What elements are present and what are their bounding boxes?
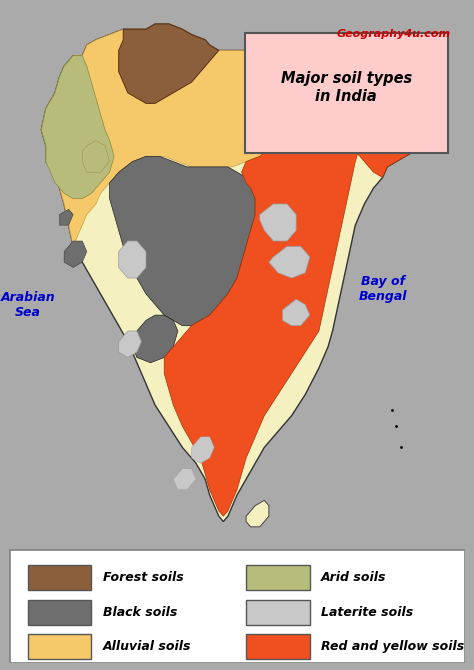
Bar [246,565,310,590]
Polygon shape [118,331,141,358]
Polygon shape [260,204,296,241]
Polygon shape [60,209,73,225]
Text: Forest soils: Forest soils [103,572,183,584]
Bar [27,634,91,659]
Polygon shape [283,299,310,326]
Polygon shape [323,77,342,92]
Polygon shape [269,247,310,278]
Bar [27,565,91,590]
Polygon shape [342,98,365,125]
Polygon shape [128,315,178,362]
Polygon shape [118,24,219,103]
Polygon shape [41,24,346,247]
Text: Black soils: Black soils [103,606,177,618]
Polygon shape [173,468,196,490]
FancyBboxPatch shape [245,33,447,153]
Polygon shape [41,56,114,198]
Text: Bay of
Bengal: Bay of Bengal [358,275,407,303]
Text: Red and yellow soils: Red and yellow soils [321,640,465,653]
Text: Arabian
Sea: Arabian Sea [0,291,55,318]
Text: Geography4u.com: Geography4u.com [337,29,451,40]
Polygon shape [82,141,109,172]
Text: Arid soils: Arid soils [321,572,387,584]
Polygon shape [351,66,378,92]
Bar [27,600,91,624]
Text: Laterite soils: Laterite soils [321,606,413,618]
Bar [246,600,310,624]
Text: Major soil types
in India: Major soil types in India [281,71,412,104]
Polygon shape [164,72,360,516]
Polygon shape [191,437,214,464]
Polygon shape [118,241,146,278]
Polygon shape [64,241,87,267]
Text: Alluvial soils: Alluvial soils [103,640,191,653]
Polygon shape [109,156,255,326]
Bar [246,634,310,659]
Polygon shape [246,500,269,527]
Polygon shape [342,50,433,178]
Polygon shape [41,24,433,521]
